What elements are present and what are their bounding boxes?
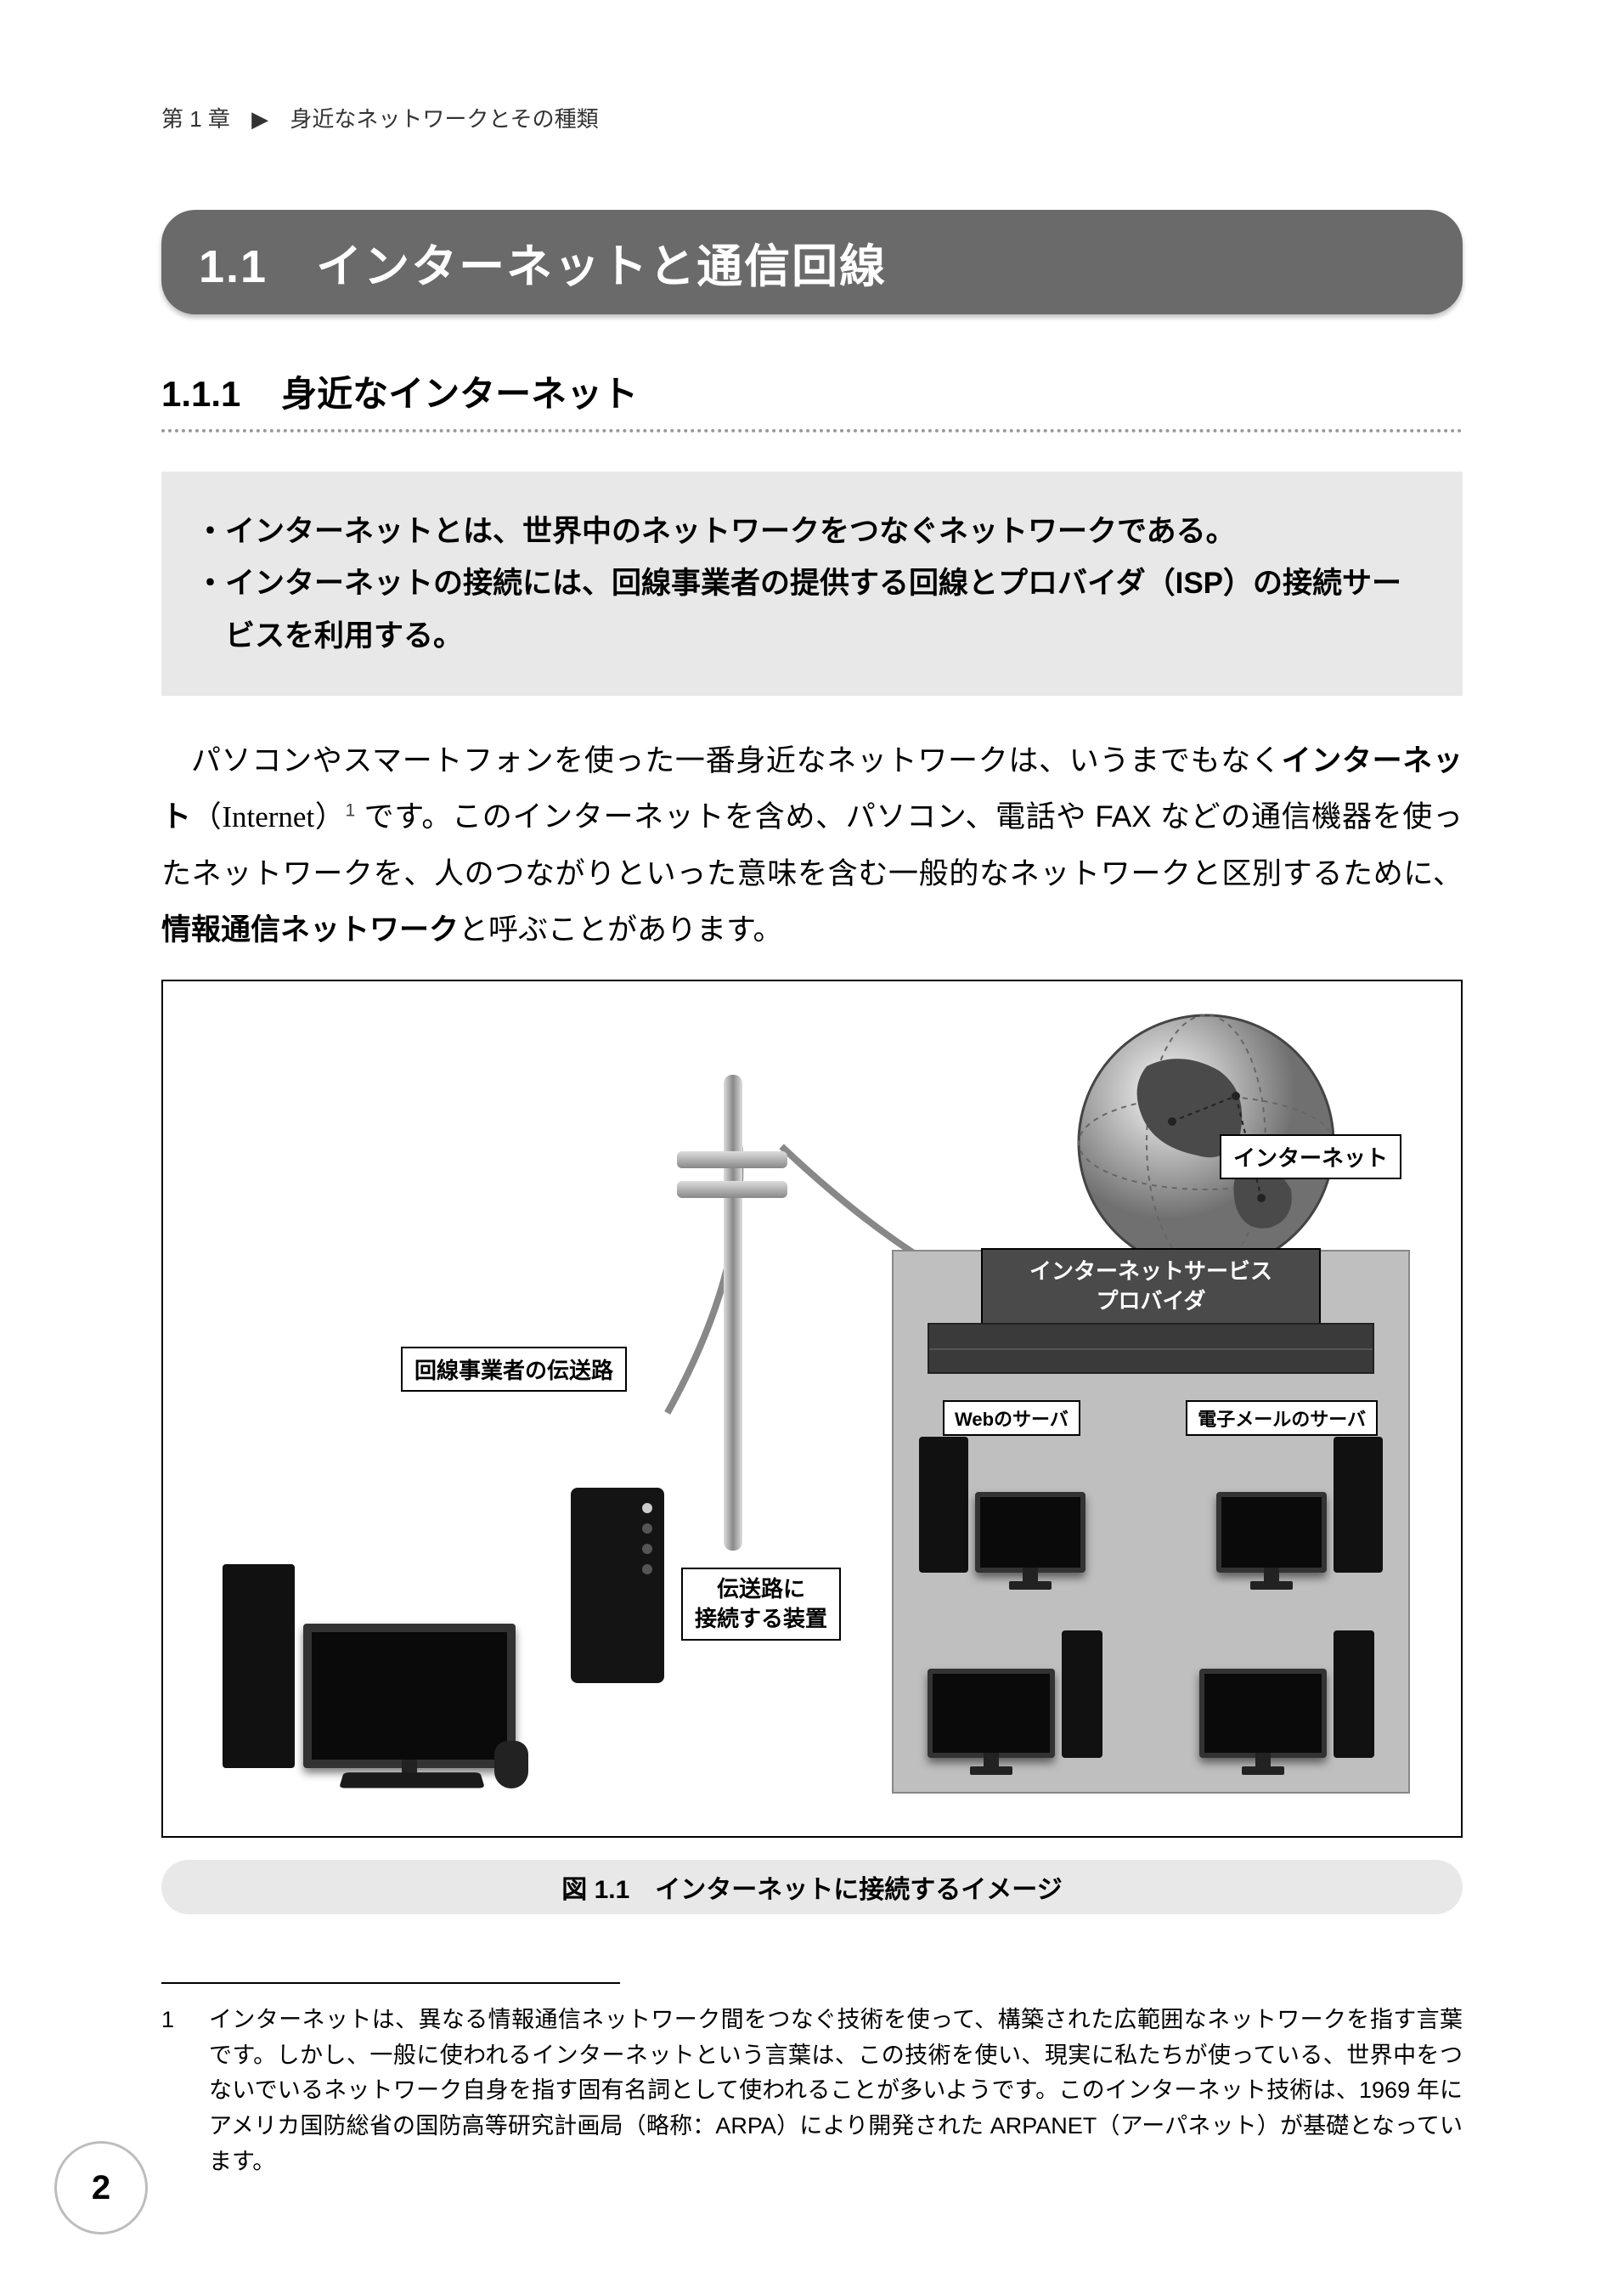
server-monitor [1216, 1492, 1327, 1573]
pole-crossbar-2 [677, 1181, 787, 1198]
label-web-server: Webのサーバ [943, 1400, 1080, 1436]
summary-line-2: ・インターネットの接続には、回線事業者の提供する回線とプロバイダ（ISP）の接続… [195, 557, 1429, 662]
label-isp: インターネットサービス プロバイダ [981, 1248, 1321, 1325]
server-monitor [975, 1492, 1085, 1573]
page-number-value: 2 [92, 2169, 110, 2207]
label-internet: インターネット [1220, 1134, 1401, 1179]
server-tower [1334, 1630, 1374, 1758]
para-bold-2: 情報通信ネットワーク [161, 913, 459, 946]
label-device-line2: 接続する装置 [695, 1606, 827, 1631]
footnote: 1 インターネットは、異なる情報通信ネットワーク間をつなぐ技術を使って、構築され… [161, 2003, 1463, 2180]
utility-pole [724, 1075, 742, 1551]
server-tower [1334, 1437, 1383, 1573]
chapter-title: 身近なネットワークとその種類 [290, 106, 598, 132]
section-banner: 1.1 インターネットと通信回線 [161, 210, 1463, 314]
pc-tower [223, 1564, 295, 1768]
summary-line-1: ・インターネットとは、世界中のネットワークをつなぐネットワークである。 [195, 506, 1429, 557]
section-number: 1.1 [199, 241, 268, 292]
summary-box: ・インターネットとは、世界中のネットワークをつなぐネットワークである。 ・インタ… [161, 472, 1463, 696]
server-monitor [928, 1669, 1055, 1758]
pole-crossbar-1 [677, 1151, 787, 1168]
label-carrier-line: 回線事業者の伝送路 [401, 1347, 627, 1392]
server-monitor [1199, 1669, 1327, 1758]
para-seg-1: パソコンやスマートフォンを使った一番身近なネットワークは、いうまでもなく [191, 744, 1282, 777]
running-header: 第 1 章 ▶ 身近なネットワークとその種類 [161, 102, 1463, 133]
mouse-icon [494, 1741, 528, 1788]
server-tower [1062, 1630, 1102, 1758]
dotted-rule [161, 429, 1463, 432]
subsection-heading: 身近なインターネット [281, 374, 638, 414]
server-tower [919, 1437, 968, 1573]
page-number: 2 [54, 2141, 148, 2235]
label-isp-line2: プロバイダ [1097, 1288, 1206, 1314]
footnote-ref: 1 [346, 801, 356, 821]
isp-rack [928, 1323, 1374, 1374]
mail-server-group [1216, 1437, 1383, 1573]
router-device [571, 1488, 664, 1683]
body-paragraph: パソコンやスマートフォンを使った一番身近なネットワークは、いうまでもなくインター… [161, 733, 1463, 959]
client-pc [223, 1564, 516, 1768]
label-mail-server: 電子メールのサーバ [1186, 1400, 1378, 1436]
footnote-rule [161, 1982, 620, 1984]
web-server-group [919, 1437, 1085, 1573]
subsection-title: 1.1.1 身近なインターネット [161, 365, 1463, 417]
label-connection-device: 伝送路に 接続する装置 [681, 1568, 841, 1641]
footnote-number: 1 [161, 2003, 209, 2180]
label-isp-line1: インターネットサービス [1029, 1258, 1272, 1284]
triangle-icon: ▶ [251, 106, 268, 133]
keyboard [339, 1772, 485, 1788]
figure-box: インターネット 回線事業者の伝送路 インターネットサービス プロバイダ Webの… [161, 980, 1463, 1838]
para-seg-2: （Internet） [192, 800, 346, 833]
extra-server-1 [928, 1630, 1102, 1758]
subsection-number: 1.1.1 [161, 374, 240, 414]
para-seg-4: と呼ぶことがあります。 [459, 913, 783, 946]
extra-server-2 [1199, 1630, 1374, 1758]
isp-area: インターネットサービス プロバイダ Webのサーバ 電子メールのサーバ [892, 1250, 1410, 1794]
pc-monitor [303, 1624, 516, 1768]
footnote-text: インターネットは、異なる情報通信ネットワーク間をつなぐ技術を使って、構築された広… [209, 2003, 1463, 2180]
figure-caption-text: 図 1.1 インターネットに接続するイメージ [561, 1876, 1062, 1904]
section-title: インターネットと通信回線 [316, 241, 887, 292]
label-device-line1: 伝送路に [717, 1576, 805, 1602]
chapter-label: 第 1 章 [161, 106, 230, 132]
figure-caption: 図 1.1 インターネットに接続するイメージ [161, 1860, 1463, 1914]
para-seg-3: です。このインターネットを含め、パソコン、電話や FAX などの通信機器を使った… [161, 800, 1463, 890]
